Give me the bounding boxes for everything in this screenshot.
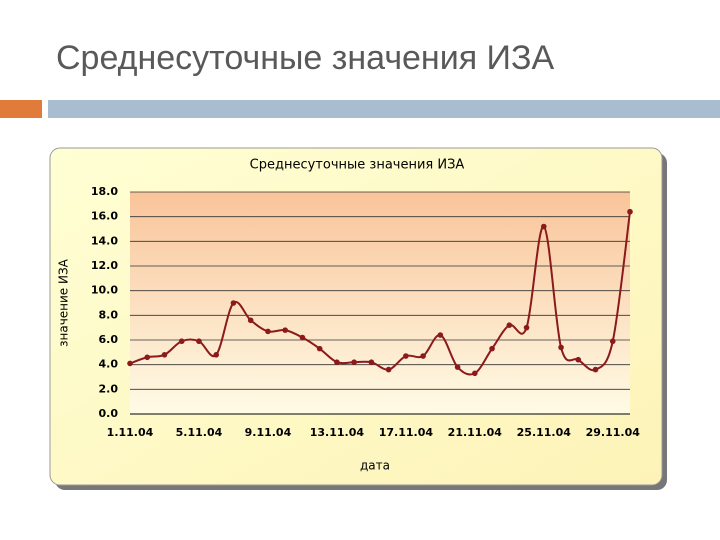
slide-title: Среднесуточные значения ИЗА: [56, 39, 555, 77]
point: [316, 345, 323, 352]
y-tick-label: 2.0: [99, 382, 119, 395]
x-tick-label: 21.11.04: [448, 426, 503, 439]
point: [265, 328, 271, 335]
point: [506, 322, 513, 329]
x-tick-label: 13.11.04: [310, 426, 365, 439]
point: [627, 208, 633, 215]
point: [247, 317, 254, 324]
point: [420, 353, 426, 359]
point: [437, 332, 444, 338]
y-tick-label: 16.0: [91, 210, 118, 223]
x-tick-label: 25.11.04: [517, 426, 572, 439]
y-tick-label: 4.0: [99, 358, 119, 371]
x-tick-label: 9.11.04: [245, 426, 292, 439]
point: [351, 359, 357, 366]
chart-title: Среднесуточные значения ИЗА: [250, 158, 465, 173]
point: [230, 300, 237, 306]
accent-bar: [0, 100, 42, 118]
point: [213, 352, 220, 358]
y-tick-label: 10.0: [91, 284, 118, 297]
point: [489, 345, 495, 352]
y-tick-label: 8.0: [99, 308, 119, 321]
point: [299, 334, 306, 341]
point: [161, 352, 168, 358]
x-tick-label: 5.11.04: [176, 426, 223, 439]
point: [558, 344, 564, 351]
x-tick-label: 1.11.04: [107, 426, 154, 439]
point: [127, 360, 133, 367]
point: [472, 370, 478, 377]
header-bar: [48, 100, 720, 118]
point: [385, 366, 392, 373]
plot-area: [130, 192, 630, 414]
point: [403, 353, 409, 359]
point: [334, 359, 340, 366]
point: [196, 338, 202, 345]
point: [592, 366, 599, 373]
y-tick-label: 0.0: [99, 407, 119, 420]
point: [282, 327, 288, 333]
y-tick-label: 18.0: [91, 185, 118, 198]
point: [575, 356, 582, 363]
x-axis-label: дата: [360, 459, 390, 473]
point: [178, 338, 185, 345]
point: [523, 324, 530, 331]
point: [368, 359, 375, 366]
point: [540, 223, 547, 230]
y-axis-label: значение ИЗА: [57, 258, 71, 347]
y-tick-label: 12.0: [91, 259, 118, 272]
point: [609, 338, 616, 345]
y-tick-label: 14.0: [91, 234, 118, 247]
x-tick-label: 29.11.04: [586, 426, 641, 439]
point: [454, 364, 461, 370]
x-tick-label: 17.11.04: [379, 426, 434, 439]
point: [144, 354, 151, 361]
y-tick-label: 6.0: [99, 333, 119, 346]
